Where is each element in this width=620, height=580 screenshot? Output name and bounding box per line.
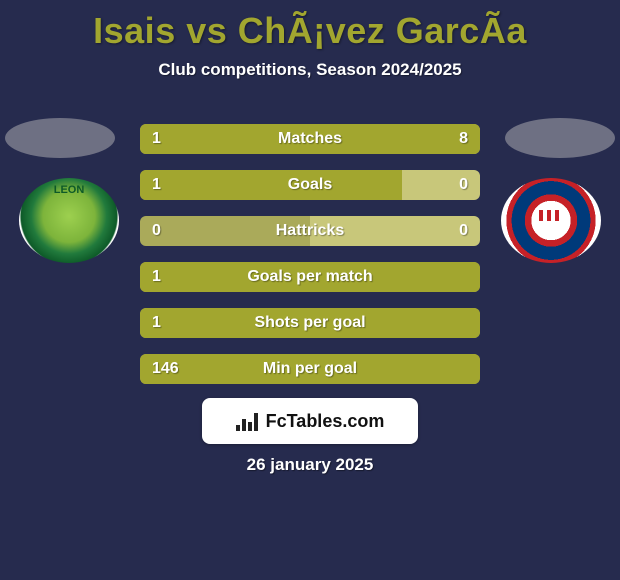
leon-crest-icon — [19, 178, 119, 263]
team-badge-left — [18, 178, 120, 263]
comparison-bars: Matches18 Goals10 Hattricks00 Goals per mat… — [140, 124, 480, 384]
subtitle: Club competitions, Season 2024/2025 — [0, 60, 620, 80]
team-badge-right — [500, 178, 602, 263]
stat-row: Hattricks00 — [140, 216, 480, 246]
bar-chart-icon — [236, 411, 260, 431]
player-right-slot — [505, 118, 615, 158]
page-title: Isais vs ChÃ¡vez GarcÃa — [0, 0, 620, 52]
stat-row: Goals per match1 — [140, 262, 480, 292]
brand-text: FcTables.com — [266, 411, 385, 432]
brand-badge: FcTables.com — [202, 398, 418, 444]
stat-row: Shots per goal1 — [140, 308, 480, 338]
stat-row: Min per goal146 — [140, 354, 480, 384]
stat-row: Goals10 — [140, 170, 480, 200]
stat-row: Matches18 — [140, 124, 480, 154]
player-left-slot — [5, 118, 115, 158]
date-line: 26 january 2025 — [0, 455, 620, 475]
chivas-crest-icon — [501, 178, 601, 263]
